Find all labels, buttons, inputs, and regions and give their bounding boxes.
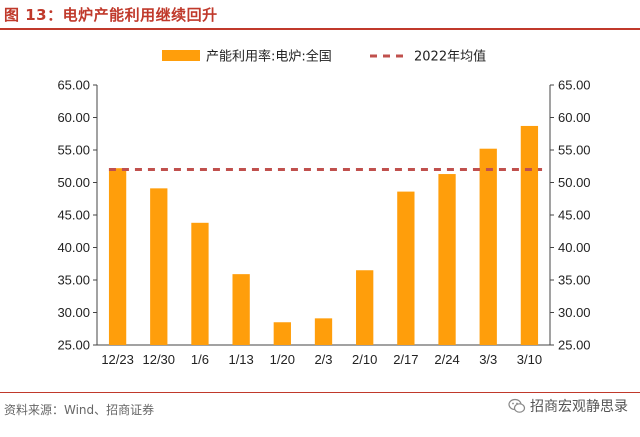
x-tick-label: 2/10 [352,352,377,367]
bar-1/20 [273,322,291,345]
bar-2/24 [438,174,456,345]
title-divider [0,28,640,30]
legend-label-line: 2022年均值 [414,49,486,65]
y-tick-label-right: 45.00 [558,208,591,223]
x-tick-label: 3/10 [517,352,542,367]
source-note: 资料来源：Wind、招商证券 [4,403,155,417]
bar-3/3 [479,148,497,345]
bar-1/13 [232,274,250,345]
x-tick-label: 2/24 [434,352,459,367]
bar-12/30 [150,188,168,345]
bar-2/3 [314,318,333,345]
x-tick-label: 1/6 [191,352,209,367]
y-tick-label-right: 35.00 [558,273,591,288]
x-tick-label: 3/3 [479,352,497,367]
chart-title: 图 13：电炉产能利用继续回升 [4,6,218,24]
footer-divider [0,392,640,393]
y-tick-label-right: 60.00 [558,110,591,125]
y-tick-label-right: 55.00 [558,143,591,158]
wechat-icon [508,398,526,413]
watermark: 招商宏观静思录 [508,396,628,416]
y-tick-label-left: 50.00 [57,175,90,190]
x-tick-label: 12/23 [101,352,134,367]
y-tick-label-left: 25.00 [57,338,90,353]
bar-1/6 [191,222,209,345]
y-tick-label-left: 30.00 [57,305,90,320]
x-tick-label: 12/30 [142,352,175,367]
y-tick-label-right: 50.00 [558,175,591,190]
x-tick-label: 2/17 [393,352,418,367]
bar-chart: 65.00 60.00 55.00 50.00 45.00 40.00 35.00 30.00… [57,49,591,368]
x-tick-label: 1/13 [228,352,253,367]
x-tick-label: 1/20 [270,352,295,367]
y-tick-label-left: 40.00 [57,240,90,255]
y-tick-label-right: 30.00 [558,305,591,320]
bar-2/10 [356,270,374,345]
bar-12/23 [108,168,127,345]
bar-3/10 [520,125,539,345]
y-tick-label-right: 40.00 [558,240,591,255]
watermark-label: 招商宏观静思录 [530,399,628,415]
y-tick-label-left: 65.00 [57,78,90,93]
bar-2/17 [397,191,415,345]
legend-swatch-bar [162,50,200,61]
y-tick-label-right: 25.00 [558,338,591,353]
x-tick-label: 2/3 [314,352,332,367]
y-tick-label-left: 35.00 [57,273,90,288]
y-tick-label-left: 45.00 [57,208,90,223]
legend-label-bar: 产能利用率:电炉:全国 [206,49,332,65]
y-tick-label-right: 65.00 [558,78,591,93]
y-tick-label-left: 55.00 [57,143,90,158]
y-tick-label-left: 60.00 [57,110,90,125]
